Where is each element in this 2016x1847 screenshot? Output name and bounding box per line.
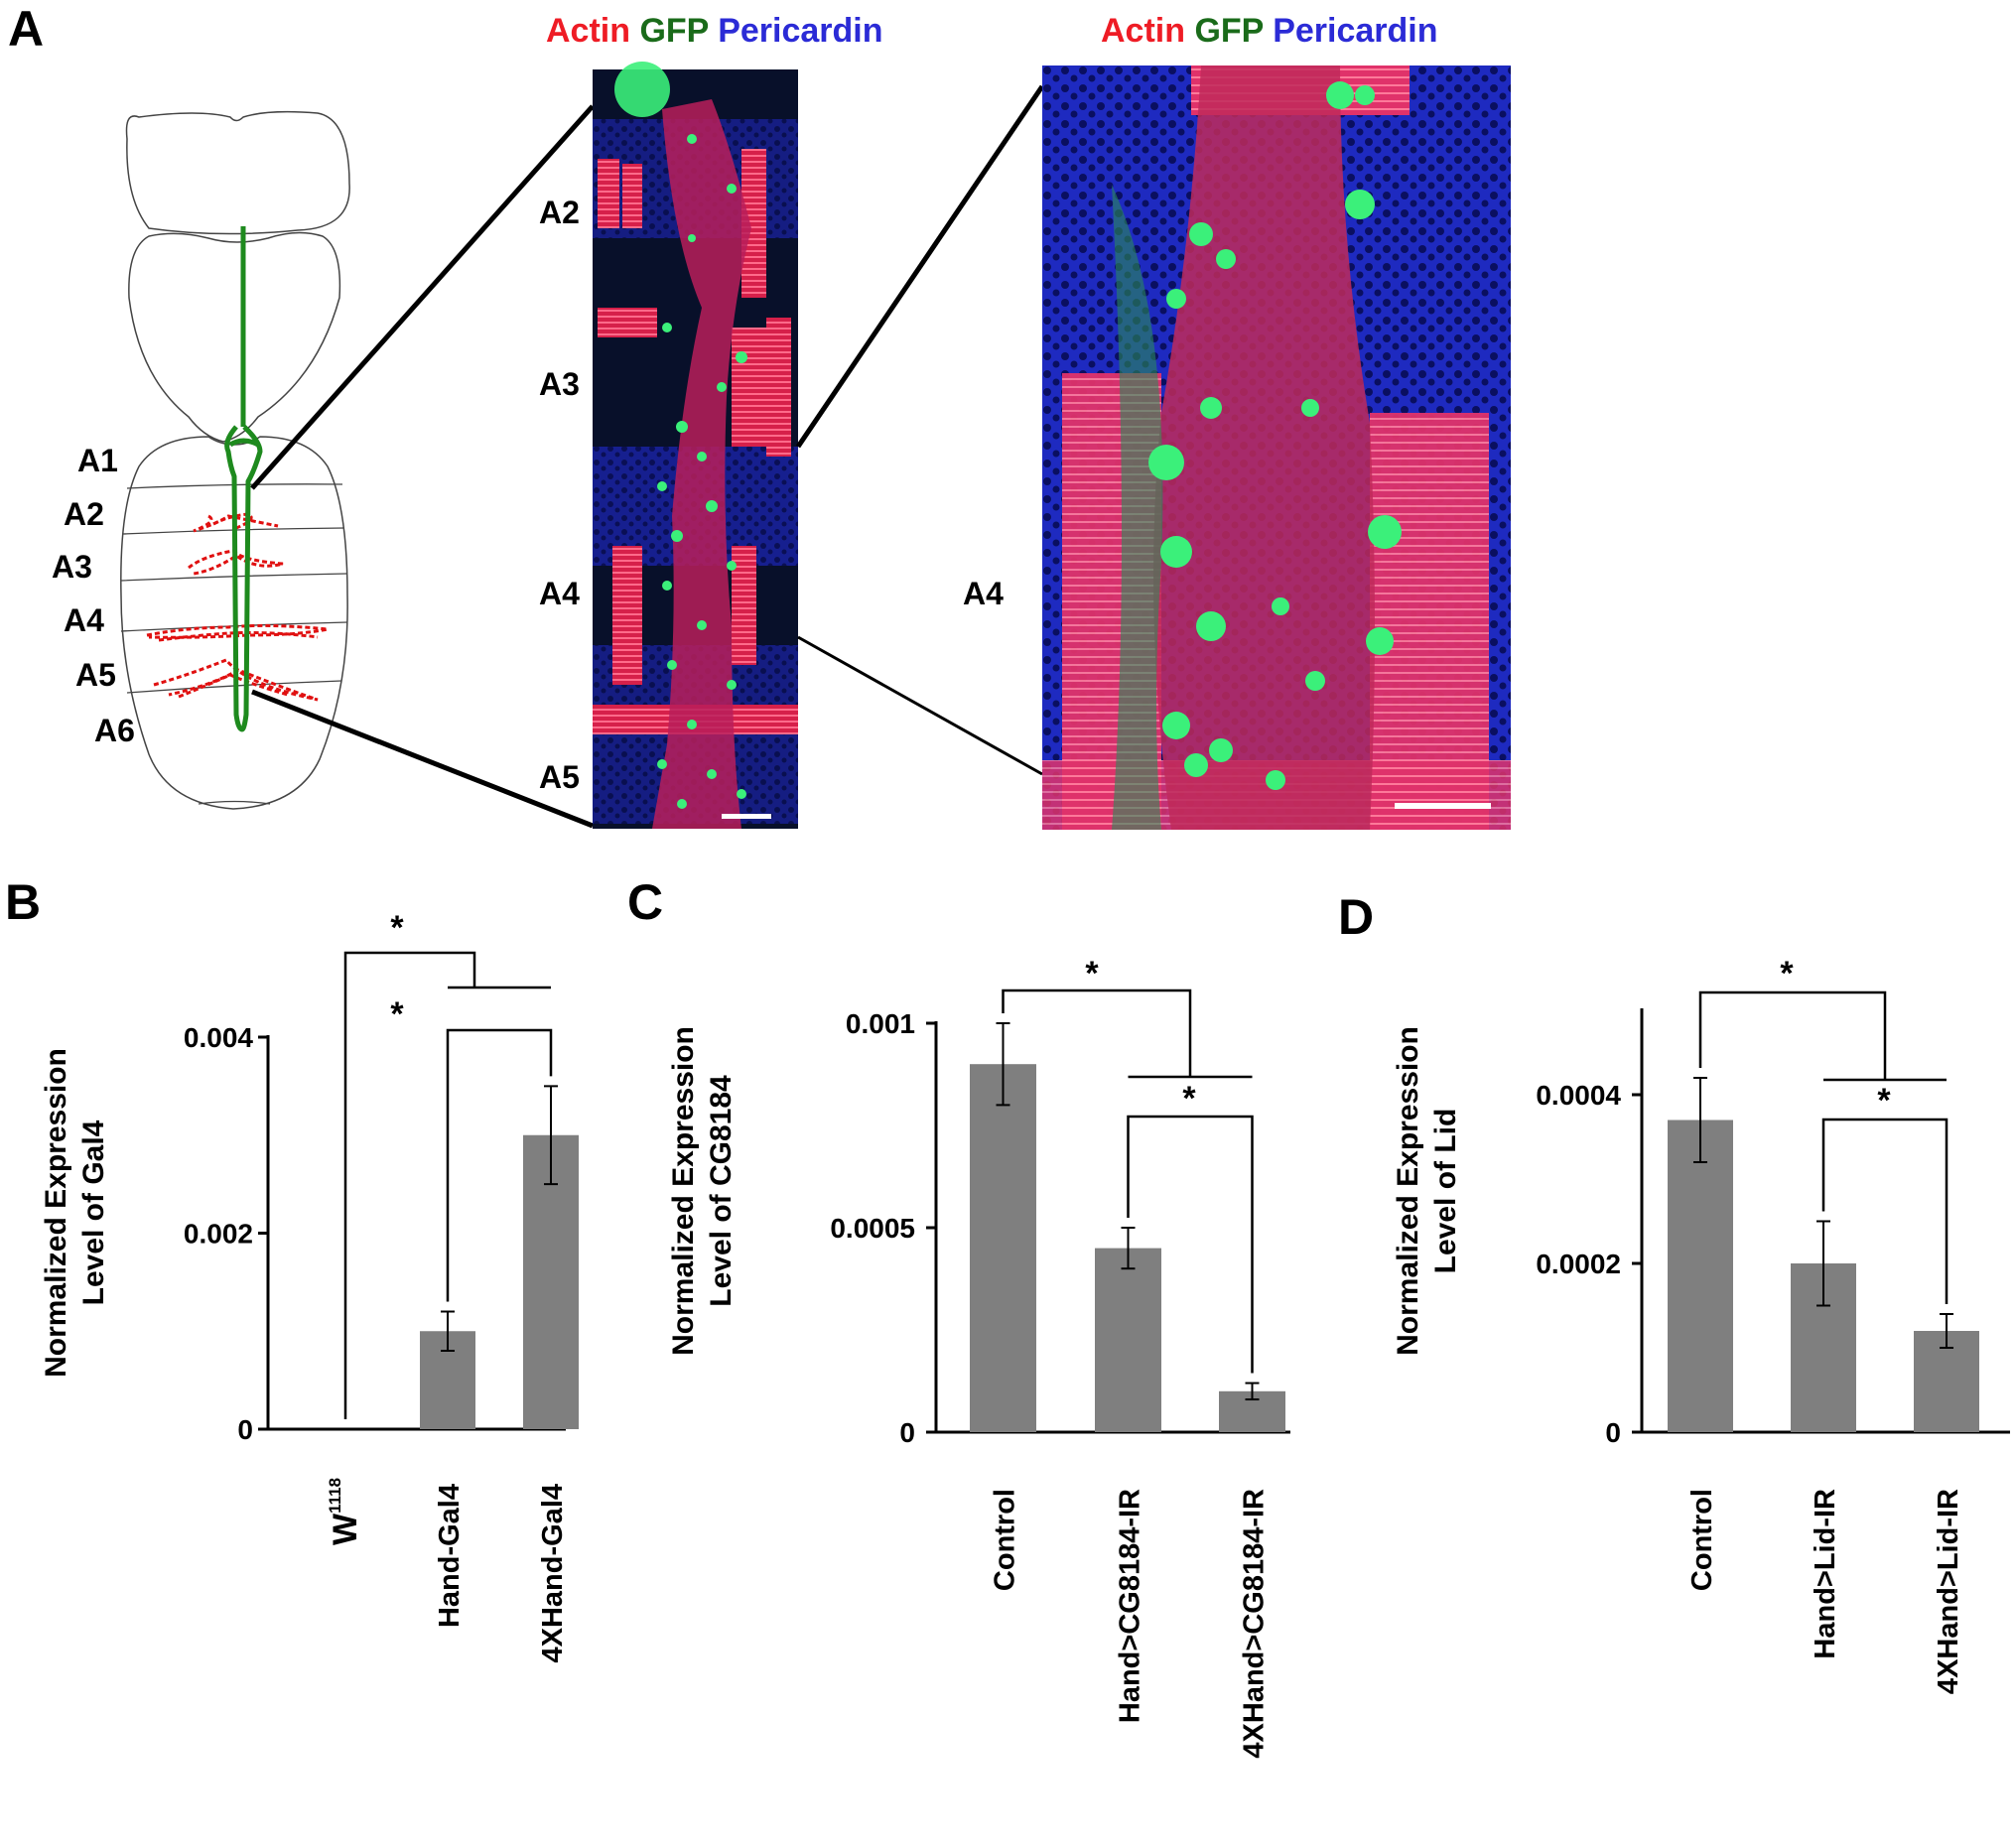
heart-tube <box>224 226 263 732</box>
micro2-label-a4: A4 <box>963 576 1004 611</box>
panel-label-a: A <box>8 1 45 57</box>
stain-actin: Actin <box>546 12 630 50</box>
micro1-label-a2: A2 <box>539 195 580 230</box>
panel-label-d: D <box>1338 889 1375 945</box>
y-tick-label: 0.0002 <box>1536 1249 1621 1279</box>
y-tick-label: 0 <box>237 1414 253 1445</box>
bar-1 <box>1095 1248 1161 1432</box>
x-category-label-1: Hand>CG8184-IR <box>1115 1489 1146 1723</box>
x-category-label-2: 4XHand-Gal4 <box>537 1484 569 1663</box>
significance-star-outer: * <box>390 909 404 947</box>
stain-pericardin-2: Pericardin <box>1273 12 1438 50</box>
significance-star-outer: * <box>1085 955 1099 992</box>
significance-bracket-outer <box>1002 989 1192 1077</box>
x-category-label-0: W1118 <box>326 1478 364 1545</box>
significance-star-inner: * <box>390 995 404 1033</box>
micro1-label-a4: A4 <box>539 576 580 611</box>
significance-bracket-outer <box>1698 990 1887 1080</box>
y-tick-label: 0.0004 <box>1536 1080 1621 1111</box>
panel-label-c: C <box>627 874 664 930</box>
x-category-label-1: Hand>Lid-IR <box>1810 1489 1841 1659</box>
significance-star-inner: * <box>1182 1080 1196 1118</box>
stain-gfp: GFP <box>639 12 709 50</box>
segment-label-a4: A4 <box>64 602 104 638</box>
segment-label-a6: A6 <box>94 713 135 748</box>
y-tick-label: 0.0005 <box>830 1213 915 1244</box>
y-tick-label: 0.002 <box>184 1219 253 1250</box>
x-category-label-2: 4XHand>Lid-IR <box>1933 1489 1964 1694</box>
micro1-label-a5: A5 <box>539 759 580 795</box>
segment-label-a2: A2 <box>64 496 104 532</box>
micro1-label-a3: A3 <box>539 366 580 402</box>
bar-0 <box>970 1064 1036 1432</box>
x-category-label-1: Hand-Gal4 <box>434 1484 466 1628</box>
segment-label-a1: A1 <box>77 443 118 478</box>
fly-body-diagram <box>120 104 595 829</box>
significance-bracket-inner <box>446 1028 553 1302</box>
segment-label-a5: A5 <box>75 657 116 693</box>
bar-0 <box>1668 1120 1733 1432</box>
segment-label-a3: A3 <box>52 549 92 585</box>
significance-star-outer: * <box>1780 955 1794 992</box>
stain-legend-1: Actin GFP Pericardin <box>546 12 883 51</box>
micrograph-heart-overview <box>593 62 798 829</box>
y-tick-label: 0.004 <box>184 1022 253 1053</box>
panel-label-b: B <box>5 874 42 930</box>
micrograph-heart-a4-zoom <box>1042 66 1511 830</box>
significance-star-inner: * <box>1877 1082 1891 1120</box>
significance-bracket-outer <box>343 951 476 1419</box>
stain-legend-2: Actin GFP Pericardin <box>1101 12 1438 51</box>
significance-bracket-inner <box>1127 1115 1254 1374</box>
x-category-label-0: Control <box>1686 1489 1718 1591</box>
x-category-label-0: Control <box>990 1489 1021 1591</box>
y-tick-label: 0.001 <box>846 1008 915 1039</box>
stain-gfp-2: GFP <box>1194 12 1264 50</box>
y-tick-label: 0 <box>1605 1417 1621 1448</box>
stain-pericardin: Pericardin <box>718 12 883 50</box>
y-tick-label: 0 <box>899 1417 915 1448</box>
stain-actin-2: Actin <box>1101 12 1185 50</box>
significance-bracket-inner <box>1821 1118 1949 1304</box>
x-category-label-2: 4XHand>CG8184-IR <box>1239 1489 1271 1759</box>
